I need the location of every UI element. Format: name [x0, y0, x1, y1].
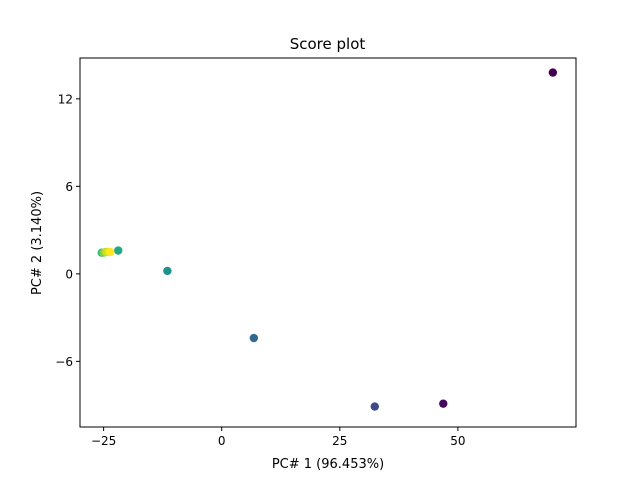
data-point	[106, 247, 115, 257]
data-point	[163, 266, 172, 276]
plot-area: −25 0 25 50 −6 0 6 12	[55, 68, 558, 448]
x-tick-label: 50	[450, 434, 465, 448]
data-point	[370, 402, 379, 411]
data-point	[439, 399, 448, 408]
plot-frame	[79, 57, 577, 428]
data-point	[114, 246, 123, 255]
y-tick-label: 6	[65, 180, 73, 194]
data-point	[548, 68, 558, 77]
y-axis-label: PC# 2 (3.140%)	[30, 191, 45, 295]
chart-title: Score plot	[290, 35, 366, 53]
y-tick-label: −6	[55, 355, 73, 369]
x-axis-label: PC# 1 (96.453%)	[272, 457, 384, 472]
y-tick-label: 12	[58, 92, 73, 106]
y-tick-label: 0	[65, 267, 73, 281]
x-tick-label: 25	[332, 434, 347, 448]
x-tick-label: −25	[91, 434, 116, 448]
data-point	[249, 333, 259, 343]
x-tick-label: 0	[218, 434, 226, 448]
